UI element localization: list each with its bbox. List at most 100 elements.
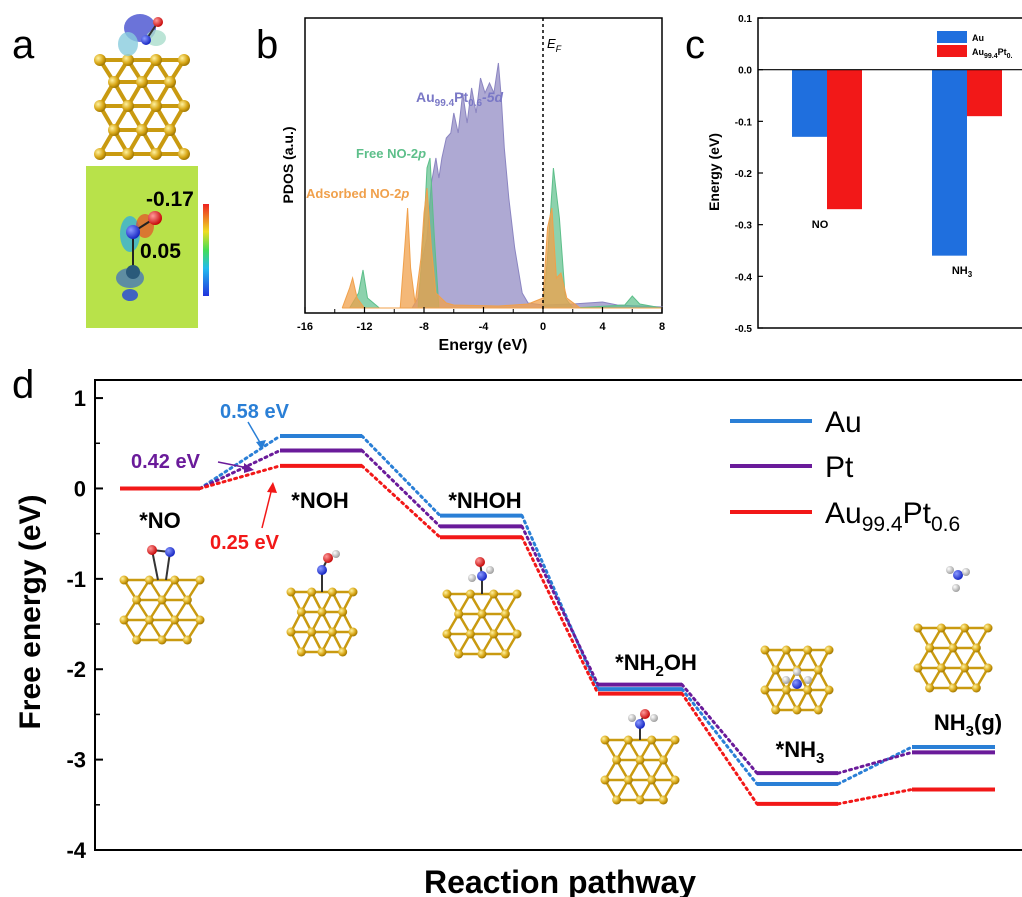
- au-atom: [971, 643, 981, 653]
- x-tick-label: 4: [599, 321, 606, 333]
- connector-au-0: [198, 434, 282, 490]
- step-label-no: *NO: [139, 508, 181, 533]
- bar-legend: Au Au99.4Pt0.: [937, 31, 1013, 60]
- barrier-label-pt: 0.42 eV: [131, 451, 201, 473]
- au-atom: [477, 609, 487, 619]
- n-atom: [635, 719, 645, 729]
- step-label-nh3-gas: NH3(g): [934, 710, 1002, 740]
- step-label-noh: *NOH: [291, 488, 348, 513]
- au-atom: [170, 575, 180, 585]
- au-atom: [178, 100, 190, 112]
- au-atom: [108, 76, 120, 88]
- barrier-arrowhead-au: [256, 440, 266, 450]
- y-tick-label: -0.1: [735, 117, 753, 128]
- au-atom: [670, 735, 680, 745]
- y-tick-label: 0.0: [738, 66, 752, 77]
- au-atom: [623, 775, 633, 785]
- au-atom: [760, 685, 770, 695]
- au-atom: [132, 595, 142, 605]
- au-atom: [150, 100, 162, 112]
- au-atom: [512, 629, 522, 639]
- h-atom: [804, 676, 812, 684]
- au-atom: [936, 623, 946, 633]
- au-atom: [948, 683, 958, 693]
- y-tick-label: -0.5: [735, 324, 753, 335]
- au-atom: [136, 124, 148, 136]
- energy-legend: Au Pt Au99.4Pt0.6: [730, 406, 960, 536]
- h-atom: [486, 566, 494, 574]
- au-atom: [465, 629, 475, 639]
- x-tick-label: -12: [357, 321, 373, 333]
- au-atom: [500, 649, 510, 659]
- au-atom: [612, 795, 622, 805]
- step-label-nhoh: *NHOH: [448, 488, 521, 513]
- au-atom: [170, 615, 180, 625]
- au-atom: [195, 615, 205, 625]
- au-atom: [813, 705, 823, 715]
- au-atom: [348, 587, 358, 597]
- au-atom: [454, 649, 464, 659]
- au-atom: [164, 76, 176, 88]
- au-atom: [623, 735, 633, 745]
- au-atom: [983, 663, 993, 673]
- h-atom: [332, 550, 340, 558]
- h-atom: [952, 584, 960, 592]
- panel-label-b: b: [256, 23, 278, 67]
- au-atom: [760, 645, 770, 655]
- bar-plot-frame: [757, 17, 1022, 329]
- barrier-arrow-aupt: [261, 487, 273, 529]
- charge-n-label: 0.05: [140, 240, 181, 263]
- au-atom: [144, 615, 154, 625]
- au-atom: [670, 775, 680, 785]
- panel-label-d: d: [12, 363, 34, 407]
- au-atom: [658, 795, 668, 805]
- connector-au-1: [360, 434, 442, 518]
- au-atom: [824, 645, 834, 655]
- au-atom: [307, 627, 317, 637]
- n-atom: [317, 565, 327, 575]
- au-atom: [94, 100, 106, 112]
- bar-nh3-aupt: [967, 69, 1002, 117]
- n-atom: [126, 225, 140, 239]
- fermi-label: EF: [547, 36, 562, 54]
- series-label-free-no: Free NO-2p: [356, 146, 426, 161]
- y-tick-label: 1: [74, 386, 86, 411]
- barrier-arrowhead-pt: [244, 463, 254, 473]
- x-tick-label: -4: [479, 321, 490, 333]
- connector-pt-3: [680, 683, 759, 775]
- charge-isosurface: [118, 32, 138, 56]
- au-atom: [792, 705, 802, 715]
- barrier-arrow-pt: [217, 461, 249, 469]
- au-atom: [647, 775, 657, 785]
- h-atom: [946, 566, 954, 574]
- au-atom: [195, 575, 205, 585]
- legend-label-pt: Pt: [825, 451, 854, 484]
- au-atom: [126, 265, 140, 279]
- au-atom: [286, 587, 296, 597]
- h-atom: [962, 568, 970, 576]
- h-atom: [468, 574, 476, 582]
- x-tick-label: -8: [419, 321, 429, 333]
- au-atom: [157, 635, 167, 645]
- au-atom: [317, 607, 327, 617]
- connector-pt-2: [520, 524, 600, 687]
- colorbar: [203, 204, 209, 296]
- au-atom: [157, 595, 167, 605]
- h-atom: [793, 668, 801, 676]
- n-atom: [165, 547, 175, 557]
- au-atom: [824, 685, 834, 695]
- legend-label-au: Au: [825, 406, 862, 439]
- au-atom: [781, 685, 791, 695]
- au-atom: [94, 54, 106, 66]
- au-atom: [612, 755, 622, 765]
- panel-label-a: a: [12, 23, 35, 67]
- au-atom: [178, 54, 190, 66]
- au-atom: [500, 609, 510, 619]
- o-atom: [640, 709, 650, 719]
- barrier-arrowhead-aupt: [267, 482, 277, 493]
- au-atom: [803, 645, 813, 655]
- connector-au994pt06-1: [360, 464, 442, 539]
- h-atom: [782, 676, 790, 684]
- y-tick-label: -0.3: [735, 221, 753, 232]
